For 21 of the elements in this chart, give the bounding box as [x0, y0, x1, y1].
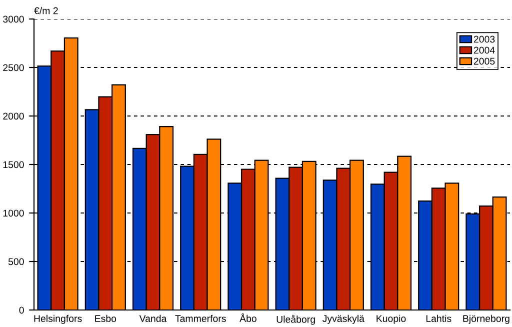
legend-label: 2004	[474, 46, 495, 54]
y-tick-label: 2000	[3, 112, 24, 120]
x-tick-label: Lahtis	[426, 314, 452, 322]
y-axis-title: €/m 2	[34, 7, 58, 14]
x-tick-label: Esbo	[95, 314, 116, 322]
x-tick-label: Helsingfors	[34, 314, 82, 324]
y-tick-label: 2500	[3, 64, 24, 72]
y-tick-label: 1000	[3, 210, 24, 217]
x-tick-label: Kuopio	[376, 314, 406, 324]
x-tick-label: Åbo	[240, 313, 256, 322]
x-tick-label: Björneborg	[463, 314, 510, 324]
x-tick-label: Uleåborg	[276, 314, 315, 325]
y-tick-label: 1500	[3, 161, 24, 168]
y-tick-label: 0	[19, 306, 24, 314]
x-tick-label: Vanda	[139, 314, 167, 322]
legend-label: 2005	[474, 58, 495, 65]
y-tick-label: 3000	[3, 16, 24, 23]
legend-label: 2003	[474, 36, 495, 43]
x-tick-label: Jyväskylä	[322, 314, 364, 324]
y-tick-label: 500	[8, 258, 24, 266]
x-tick-label: Tammerfors	[175, 314, 226, 322]
